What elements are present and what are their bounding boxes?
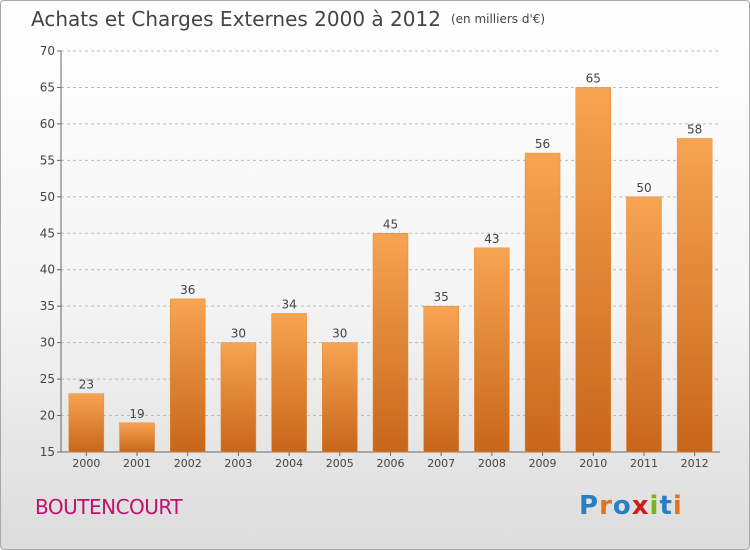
y-tick-label: 55 bbox=[40, 153, 55, 167]
data-label-2000: 23 bbox=[79, 378, 94, 392]
data-label-2012: 58 bbox=[687, 122, 702, 136]
logo-letter: o bbox=[612, 491, 632, 521]
data-label-2001: 19 bbox=[129, 407, 144, 421]
logo-letter: P bbox=[579, 491, 600, 521]
x-tick-label-2009: 2009 bbox=[529, 457, 557, 470]
chart-title-text: Achats et Charges Externes 2000 à 2012 bbox=[31, 7, 441, 31]
data-label-2011: 50 bbox=[636, 181, 651, 195]
y-tick-label: 65 bbox=[40, 80, 55, 94]
x-tick-label-2000: 2000 bbox=[72, 457, 100, 470]
bar-2009 bbox=[524, 152, 561, 453]
data-label-2005: 30 bbox=[332, 327, 347, 341]
x-tick-label-2008: 2008 bbox=[478, 457, 506, 470]
x-tick-label-2010: 2010 bbox=[579, 457, 607, 470]
data-label-2010: 65 bbox=[586, 71, 601, 85]
y-tick-label: 25 bbox=[40, 372, 55, 386]
y-tick-label: 60 bbox=[40, 117, 55, 131]
logo-letter: i bbox=[649, 491, 660, 521]
x-tick-label-2007: 2007 bbox=[427, 457, 455, 470]
bar-2007 bbox=[423, 305, 459, 453]
x-tick-label-2005: 2005 bbox=[326, 457, 354, 470]
x-tick-label-2001: 2001 bbox=[123, 457, 151, 470]
data-label-2009: 56 bbox=[535, 137, 550, 151]
x-tick-label-2002: 2002 bbox=[174, 457, 202, 470]
logo-letter: r bbox=[599, 491, 613, 521]
bar-2002 bbox=[169, 298, 206, 453]
bar-2012 bbox=[676, 138, 713, 453]
y-tick-label: 45 bbox=[40, 226, 55, 240]
y-tick-label: 50 bbox=[40, 190, 55, 204]
bar-2006 bbox=[372, 233, 409, 453]
x-tick-label-2012: 2012 bbox=[681, 457, 709, 470]
bar-2011 bbox=[626, 196, 662, 453]
bar-2001 bbox=[119, 422, 155, 453]
data-label-2008: 43 bbox=[484, 232, 499, 246]
data-labels: 23 19 36 30 34 30 45 35 43 56 65 50 58 bbox=[79, 71, 703, 420]
logo-letter: i bbox=[672, 491, 683, 521]
chart-title: Achats et Charges Externes 2000 à 2012 (e… bbox=[31, 7, 545, 31]
data-label-2002: 36 bbox=[180, 283, 195, 297]
tick-labels: 15 20 25 30 35 40 45 50 55 60 65 70 2000 2001 2002 2003… bbox=[40, 44, 709, 470]
bar-2003 bbox=[220, 342, 257, 453]
data-label-2004: 34 bbox=[281, 297, 296, 311]
y-tick-label: 35 bbox=[40, 299, 55, 313]
x-tick-label-2011: 2011 bbox=[630, 457, 658, 470]
chart-unit-label: (en milliers d'€) bbox=[450, 12, 546, 26]
x-tick-label-2006: 2006 bbox=[377, 457, 405, 470]
y-tick-label: 30 bbox=[40, 336, 55, 350]
y-tick-label: 40 bbox=[40, 263, 55, 277]
bar-2005 bbox=[322, 342, 358, 453]
bar-2004 bbox=[271, 313, 307, 453]
x-tick-label-2003: 2003 bbox=[224, 457, 252, 470]
data-label-2006: 45 bbox=[383, 217, 398, 231]
bar-2010 bbox=[575, 87, 612, 453]
proxiti-logo: Proxiti bbox=[579, 491, 683, 521]
bar-2008 bbox=[474, 247, 510, 453]
x-tick-label-2004: 2004 bbox=[275, 457, 303, 470]
bar-2000 bbox=[68, 393, 105, 453]
logo-letter: x bbox=[631, 491, 650, 521]
data-label-2007: 35 bbox=[434, 290, 449, 304]
commune-name: BOUTENCOURT bbox=[35, 495, 183, 519]
bars bbox=[68, 87, 713, 453]
y-tick-label: 15 bbox=[40, 445, 55, 459]
y-tick-label: 70 bbox=[40, 44, 55, 58]
data-label-2003: 30 bbox=[231, 327, 246, 341]
logo-letter: t bbox=[659, 491, 673, 521]
y-tick-label: 20 bbox=[40, 409, 55, 423]
